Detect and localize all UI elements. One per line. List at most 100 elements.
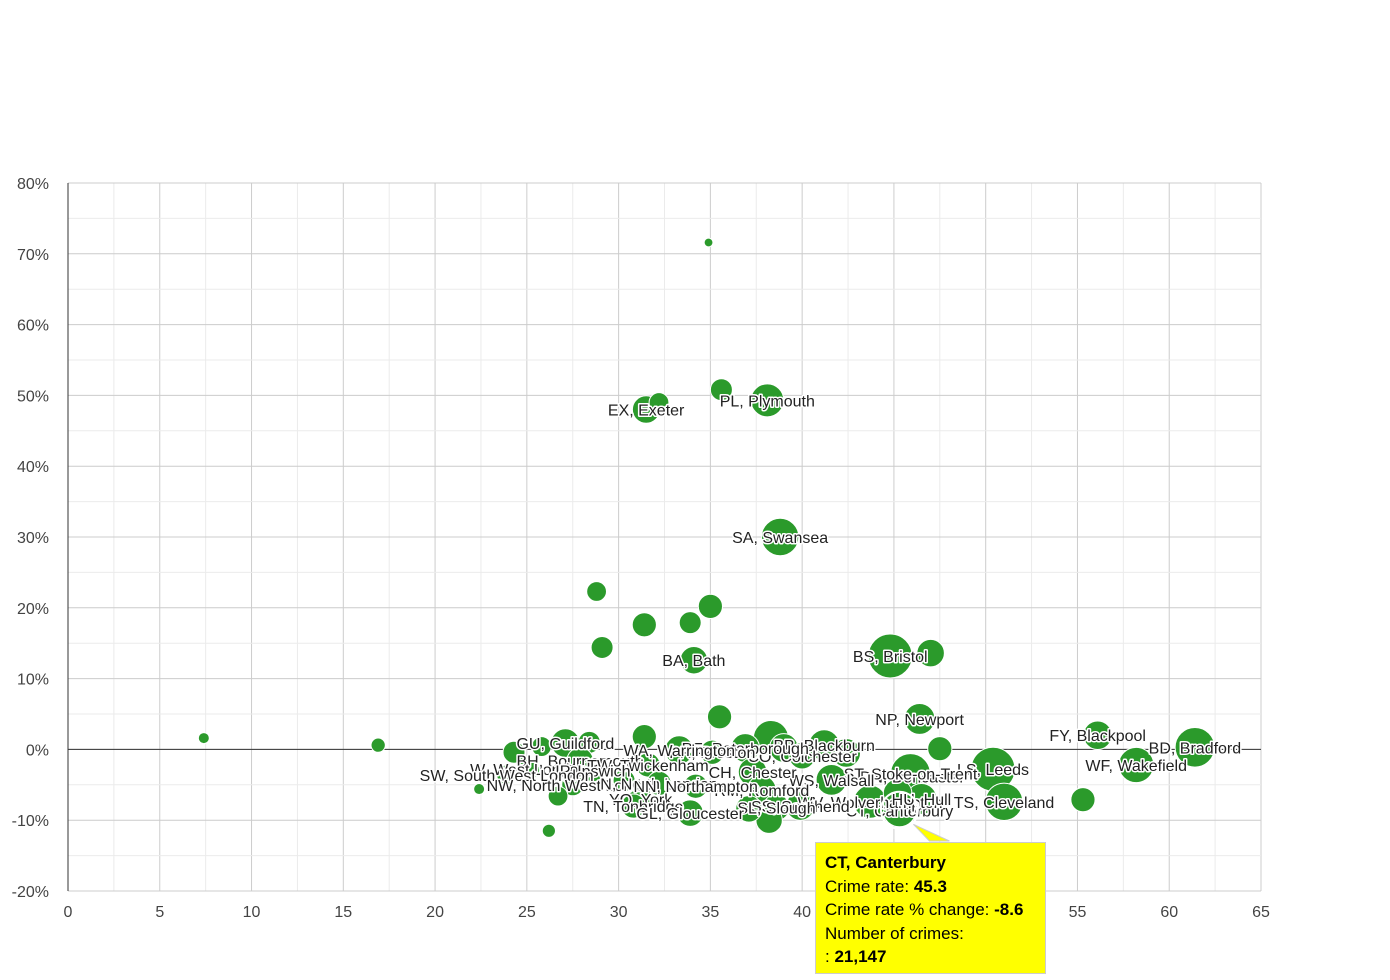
bubble	[590, 635, 614, 659]
y-tick-label: 20%	[17, 601, 49, 618]
bubble-sw	[496, 764, 518, 786]
bubble-tn	[620, 793, 646, 819]
bubble-labels: EX, Exeter PL, Plymouth SA, Swansea BA, Bat…	[418, 392, 1243, 825]
x-tick-label: 60	[1160, 904, 1178, 921]
bubble	[631, 724, 657, 750]
axes: 05101520253035404550556065-20%-10%0%10%2…	[12, 176, 1270, 921]
bubble-label-gu: GU, Guildford	[516, 736, 614, 753]
bubble	[648, 392, 670, 413]
bubble	[586, 581, 607, 602]
bubble-bd	[1174, 726, 1216, 768]
x-tick-label: 40	[793, 904, 811, 921]
x-tick-label: 0	[64, 904, 73, 921]
bubble-fy	[1082, 720, 1113, 751]
bubble-ip	[581, 759, 605, 783]
x-tick-label: 25	[518, 904, 536, 921]
bubble-label-co: CO, Colchester	[747, 749, 857, 766]
y-tick-label: 70%	[17, 247, 49, 264]
bubble-ts	[984, 782, 1024, 821]
bubble	[370, 737, 386, 753]
bubble-label-bs: BS, Bristol	[853, 649, 928, 666]
bubble	[882, 778, 913, 809]
bubble-label-bd: BD, Bradford	[1149, 740, 1241, 757]
bubble-label-ch: CH, Chester	[709, 765, 798, 782]
bubble	[831, 738, 862, 768]
bubble-nw	[561, 773, 585, 797]
bubble-np	[903, 703, 936, 735]
bubble	[612, 769, 636, 793]
bubble-label-fy: FY, Blackpool	[1049, 728, 1146, 745]
bubble-label-wv: WV, Wolverhampton	[798, 795, 943, 812]
bubble	[697, 593, 723, 619]
bubble-gl	[676, 799, 704, 827]
bubble-label-ss: SS, Southend	[751, 799, 850, 816]
tooltip-count-prefix: :	[825, 947, 830, 966]
bubble	[709, 378, 733, 402]
tooltip-rate-row: Crime rate: 45.3	[825, 875, 1036, 899]
bubbles	[197, 237, 1216, 838]
highlight-ring	[879, 790, 919, 830]
bubble	[541, 823, 556, 838]
tooltip-count-value: 21,147	[834, 947, 887, 966]
y-tick-label: -20%	[12, 884, 49, 901]
bubble-label-ba: BA, Bath	[662, 653, 725, 670]
bubble-label-ct: CT, Canterbury	[846, 803, 954, 820]
bubble-label-pl: PL, Plymouth	[720, 393, 815, 410]
tooltip-change-value: -8.6	[994, 900, 1024, 919]
bubble-label-ws: WS, Walsall	[789, 773, 875, 790]
bubble	[916, 638, 945, 668]
bubble	[703, 237, 714, 248]
bubble-label-st: ST, Stoke-on-Trent	[844, 766, 978, 783]
bubble-label-pe: PE, Peterborough	[682, 741, 809, 758]
bubble	[531, 736, 552, 757]
bubble-label-hu: HU, Hull	[892, 792, 952, 809]
bubble-label-nn: NN, Northampton	[633, 779, 758, 796]
bubble-wf	[1118, 746, 1155, 784]
bubble-co	[788, 742, 816, 770]
bubble-sa	[760, 517, 800, 557]
bubble-label-sw: SW, South West London	[420, 768, 594, 785]
bubble-wa	[664, 735, 694, 765]
x-tick-label: 35	[701, 904, 719, 921]
bubble-nn	[683, 773, 709, 799]
bubble-label-yo: YO, York	[609, 792, 673, 809]
bubble	[197, 732, 210, 745]
y-tick-label: 50%	[17, 388, 49, 405]
y-tick-label: 60%	[17, 318, 49, 335]
tooltip: CT, Canterbury Crime rate: 45.3 Crime ra…	[815, 842, 1046, 974]
bubble	[547, 785, 569, 807]
tooltip-rate-value: 45.3	[913, 876, 947, 896]
bubble-label-np: NP, Newport	[875, 712, 964, 729]
bubble-label-rm: RM, Romford	[714, 783, 809, 800]
bubble-label-sa: SA, Swansea	[732, 530, 828, 547]
bubble-label-gl: GL, Gloucester	[636, 806, 744, 823]
bubble-bs	[867, 633, 913, 679]
bubble	[927, 736, 953, 762]
tooltip-pointer	[879, 790, 950, 842]
y-tick-label: -10%	[12, 813, 49, 830]
tooltip-rate-label: Crime rate:	[825, 876, 910, 896]
x-tick-label: 65	[1252, 904, 1270, 921]
x-tick-label: 5	[155, 904, 164, 921]
bubble-label-wf: WF, Wakefield	[1085, 758, 1187, 775]
bubble-ba	[679, 645, 709, 675]
bubble-label-tn: TN, Tonbridge	[583, 799, 683, 816]
bubble-label-n: N, North London	[600, 776, 717, 793]
bubble-label-bb: BB, Blackburn	[773, 738, 874, 755]
bubble-label-ip: IP, Ipswich	[555, 764, 630, 781]
tooltip-change-label: Crime rate % change:	[825, 900, 990, 919]
bubble	[678, 611, 702, 635]
bubble	[473, 783, 486, 796]
bubble-label-tw: TW, Twickenham	[587, 758, 709, 775]
bubble-ws	[815, 763, 848, 796]
x-tick-label: 30	[610, 904, 628, 921]
bubble-label-ls: LS, Leeds	[957, 762, 1029, 779]
tooltip-count-label: Number of crimes:	[825, 923, 964, 943]
bubble-label-ts: TS, Cleveland	[954, 795, 1055, 812]
bubble	[735, 795, 763, 823]
bubble	[502, 740, 526, 764]
y-tick-label: 0%	[26, 742, 49, 759]
y-tick-label: 30%	[17, 530, 49, 547]
y-tick-label: 10%	[17, 672, 49, 689]
